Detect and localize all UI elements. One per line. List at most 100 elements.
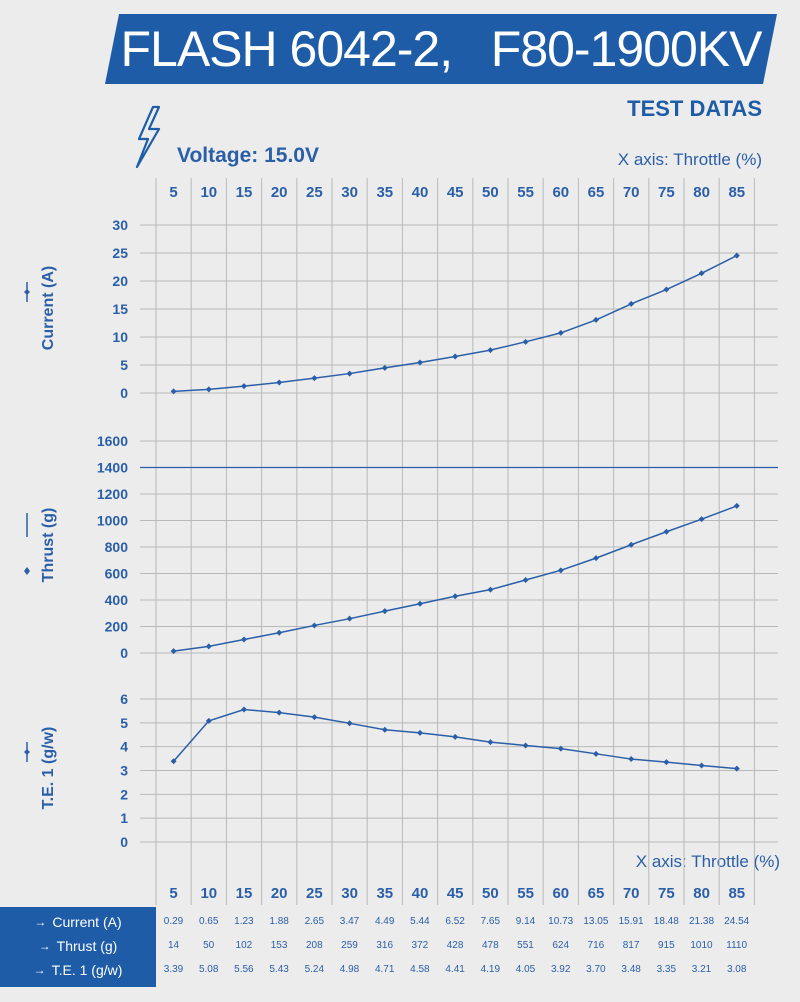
data-point [593,750,599,757]
y-axis-title: T.E. 1 (g/w) [40,727,57,810]
data-point [276,629,283,636]
table-cell: 10.73 [548,916,574,927]
table-cell: 5.43 [269,964,289,975]
data-point [452,733,459,740]
data-point [417,600,423,607]
legend-marker-diamond [24,749,30,755]
x-tick-label-top: 50 [482,184,499,201]
x-tick-label-bottom: 25 [306,885,323,902]
series-line [173,505,738,652]
table-cell: 428 [446,940,464,951]
data-point [698,762,705,769]
x-tick-label-bottom: 75 [658,885,675,902]
x-tick-label-top: 20 [271,184,288,201]
data-point [663,286,670,293]
data-point [733,765,740,772]
table-cell: 1110 [726,940,748,951]
y-tick-label: 200 [105,619,129,635]
y-tick-label: 1200 [97,486,128,502]
x-tick-label-top: 65 [588,184,605,201]
x-tick-label-top: 70 [623,184,640,201]
table-cell: 1.88 [269,916,289,927]
data-table-header [0,907,156,987]
data-point [205,717,212,724]
x-tick-label-bottom: 10 [200,885,217,902]
y-tick-label: 0 [120,385,128,401]
y-tick-label: 600 [105,566,129,582]
y-tick-label: 1000 [97,513,128,529]
data-point [733,502,740,509]
x-tick-label-top: 85 [728,184,745,201]
table-cell: 3.70 [586,964,606,975]
x-tick-label-top: 55 [517,184,534,201]
table-cell: 624 [552,940,570,951]
data-point [205,643,212,650]
x-tick-label-top: 80 [693,184,710,201]
x-tick-label-top: 5 [169,184,177,201]
table-cell: 1.23 [234,916,254,927]
table-cell: 4.49 [374,916,395,927]
data-point [346,615,353,622]
table-cell: 3.08 [726,964,747,975]
data-point [733,252,740,259]
data-point [698,516,705,523]
table-cell: 478 [481,940,499,951]
data-point [346,370,353,377]
data-point [557,567,564,574]
table-cell: 3.92 [550,964,571,975]
table-cell: 551 [517,940,534,951]
x-tick-label-bottom: 80 [693,885,710,902]
data-table: → Current (A) 0.29 0.65 1.23 1.88 2.65 3.47 4.49… [0,907,800,987]
y-tick-label: 1600 [97,433,128,449]
table-cell: 259 [341,940,358,951]
data-point [170,758,177,765]
table-cell: 3.48 [621,964,641,975]
x-tick-label-top: 75 [658,184,675,201]
x-tick-label-top: 60 [552,184,569,201]
table-row-label: → T.E. 1 (g/w) [0,959,156,981]
data-point [628,756,635,763]
x-tick-label-bottom: 60 [552,885,569,902]
table-cell: 6.52 [445,916,465,927]
x-tick-label-bottom: 20 [271,885,288,902]
x-tick-label-bottom: 45 [447,885,464,902]
table-cell: 153 [270,940,288,951]
table-cell: 21.38 [688,916,715,927]
legend-marker-diamond [24,567,30,575]
x-tick-label-top: 10 [200,184,217,201]
data-point [557,745,564,752]
table-cell: 24.54 [724,916,750,927]
x-tick-label-top: 35 [376,184,393,201]
data-point [628,541,635,548]
x-tick-label-top: 30 [341,184,358,201]
data-point [557,329,564,336]
table-cell: 5.24 [304,964,325,975]
table-cell: 9.14 [515,916,536,927]
y-tick-label: 1 [120,810,128,826]
table-row-label: → Current (A) [0,911,156,933]
y-tick-label: 1400 [97,460,128,476]
table-cell: 208 [305,940,323,951]
table-cell: 1010 [690,940,713,951]
table-cell: 5.56 [234,964,254,975]
x-tick-label-bottom: 70 [623,885,640,902]
table-cell: 4.58 [410,964,430,975]
x-tick-label-top: 45 [447,184,464,201]
table-row-label-text: T.E. 1 (g/w) [51,962,123,978]
table-cell: 316 [376,940,394,951]
table-cell: 817 [622,940,640,951]
x-axis-label-top: X axis: Throttle (%) [617,150,762,169]
legend-marker-icon: → [33,963,46,977]
data-point [522,576,529,583]
x-tick-label-bottom: 40 [412,885,429,902]
y-axis-title: Thrust (g) [40,508,57,583]
series-line [173,254,738,393]
table-cell: 4.19 [480,964,501,975]
x-tick-label-top: 15 [236,184,253,201]
table-cell: 4.41 [445,964,465,975]
data-point [698,270,705,277]
data-point [311,714,318,721]
table-cell: 716 [587,940,605,951]
table-cell: 4.05 [515,964,536,975]
x-tick-label-bottom: 55 [517,885,534,902]
